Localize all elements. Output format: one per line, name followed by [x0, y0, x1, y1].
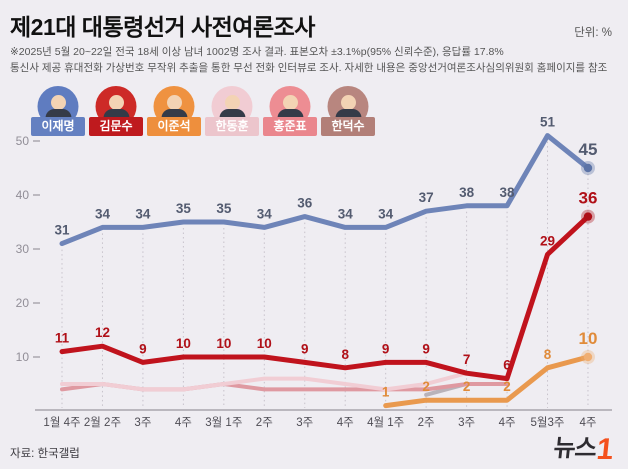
svg-text:34: 34	[95, 206, 111, 221]
svg-text:2: 2	[503, 379, 511, 394]
svg-text:4주: 4주	[175, 417, 192, 429]
svg-text:1월 4주: 1월 4주	[43, 416, 80, 429]
svg-text:8: 8	[341, 347, 349, 362]
svg-text:36: 36	[579, 189, 598, 208]
svg-text:4주: 4주	[499, 417, 516, 429]
svg-text:4주: 4주	[337, 417, 354, 429]
svg-text:29: 29	[540, 233, 555, 248]
svg-text:40: 40	[16, 188, 30, 202]
svg-text:2주: 2주	[256, 417, 273, 429]
svg-text:30: 30	[16, 242, 30, 256]
svg-text:20: 20	[16, 296, 30, 310]
page-title: 제21대 대통령선거 사전여론조사	[10, 14, 315, 40]
svg-text:10: 10	[216, 336, 231, 351]
candidate-name-badge: 김문수	[89, 117, 143, 136]
svg-text:10: 10	[257, 336, 272, 351]
svg-text:10: 10	[579, 329, 598, 348]
svg-text:38: 38	[459, 185, 475, 200]
avatar-head-shape	[108, 95, 124, 110]
svg-text:3주: 3주	[458, 417, 475, 429]
svg-text:2주: 2주	[418, 417, 435, 429]
svg-text:34: 34	[135, 206, 151, 221]
candidate-name-badge: 한동훈	[205, 117, 259, 136]
svg-text:9: 9	[382, 341, 390, 356]
svg-text:8: 8	[544, 347, 552, 362]
svg-text:2: 2	[463, 379, 471, 394]
survey-note-line2: 통신사 제공 휴대전화 가상번호 무작위 추출을 통한 무선 전화 인터뷰로 조…	[10, 62, 608, 74]
svg-text:35: 35	[176, 201, 192, 216]
svg-text:3주: 3주	[134, 417, 151, 429]
svg-text:10: 10	[176, 336, 191, 351]
svg-text:1: 1	[382, 385, 390, 400]
svg-text:4월 1주: 4월 1주	[367, 416, 404, 429]
svg-text:3주: 3주	[296, 417, 313, 429]
candidate-name-badge: 홍준표	[263, 117, 317, 136]
news1-logo-one-icon: 1	[595, 433, 616, 466]
unit-label: 단위: %	[574, 27, 612, 39]
svg-text:11: 11	[55, 331, 70, 346]
svg-text:45: 45	[579, 140, 598, 159]
svg-text:34: 34	[257, 206, 273, 221]
svg-text:5월3주: 5월3주	[531, 416, 565, 429]
avatar-head-shape	[340, 95, 356, 110]
svg-text:34: 34	[338, 206, 354, 221]
news1-logo-text: 뉴스	[552, 435, 598, 462]
candidate-name-badge: 이준석	[147, 117, 201, 136]
candidate-name-badge: 이재명	[31, 117, 85, 136]
svg-text:34: 34	[378, 206, 394, 221]
avatar-head-shape	[224, 95, 240, 110]
svg-text:31: 31	[54, 223, 70, 238]
svg-text:35: 35	[216, 201, 232, 216]
svg-text:3월 1주: 3월 1주	[205, 416, 242, 429]
svg-text:37: 37	[419, 190, 434, 205]
svg-text:6: 6	[503, 358, 511, 373]
avatar-head-shape	[166, 95, 182, 110]
svg-text:7: 7	[463, 352, 471, 367]
svg-text:4주: 4주	[579, 417, 596, 429]
svg-text:50: 50	[16, 134, 30, 148]
news1-logo: 뉴스 1	[552, 428, 616, 466]
svg-text:12: 12	[95, 325, 110, 340]
svg-text:51: 51	[540, 115, 556, 130]
svg-text:2: 2	[422, 379, 430, 394]
svg-text:2월 2주: 2월 2주	[84, 416, 121, 429]
svg-text:38: 38	[500, 185, 516, 200]
svg-text:9: 9	[422, 341, 430, 356]
survey-note-line1: ※2025년 5월 20~22일 전국 18세 이상 남녀 1002명 조사 결…	[10, 46, 504, 58]
svg-text:10: 10	[16, 350, 30, 364]
svg-text:9: 9	[139, 341, 147, 356]
svg-text:9: 9	[301, 341, 309, 356]
avatar-head-shape	[50, 95, 66, 110]
avatar-head-shape	[282, 95, 298, 110]
candidate-name-badge: 한덕수	[321, 117, 375, 136]
data-source: 자료: 한국갤럽	[10, 448, 80, 460]
svg-text:36: 36	[297, 196, 313, 211]
